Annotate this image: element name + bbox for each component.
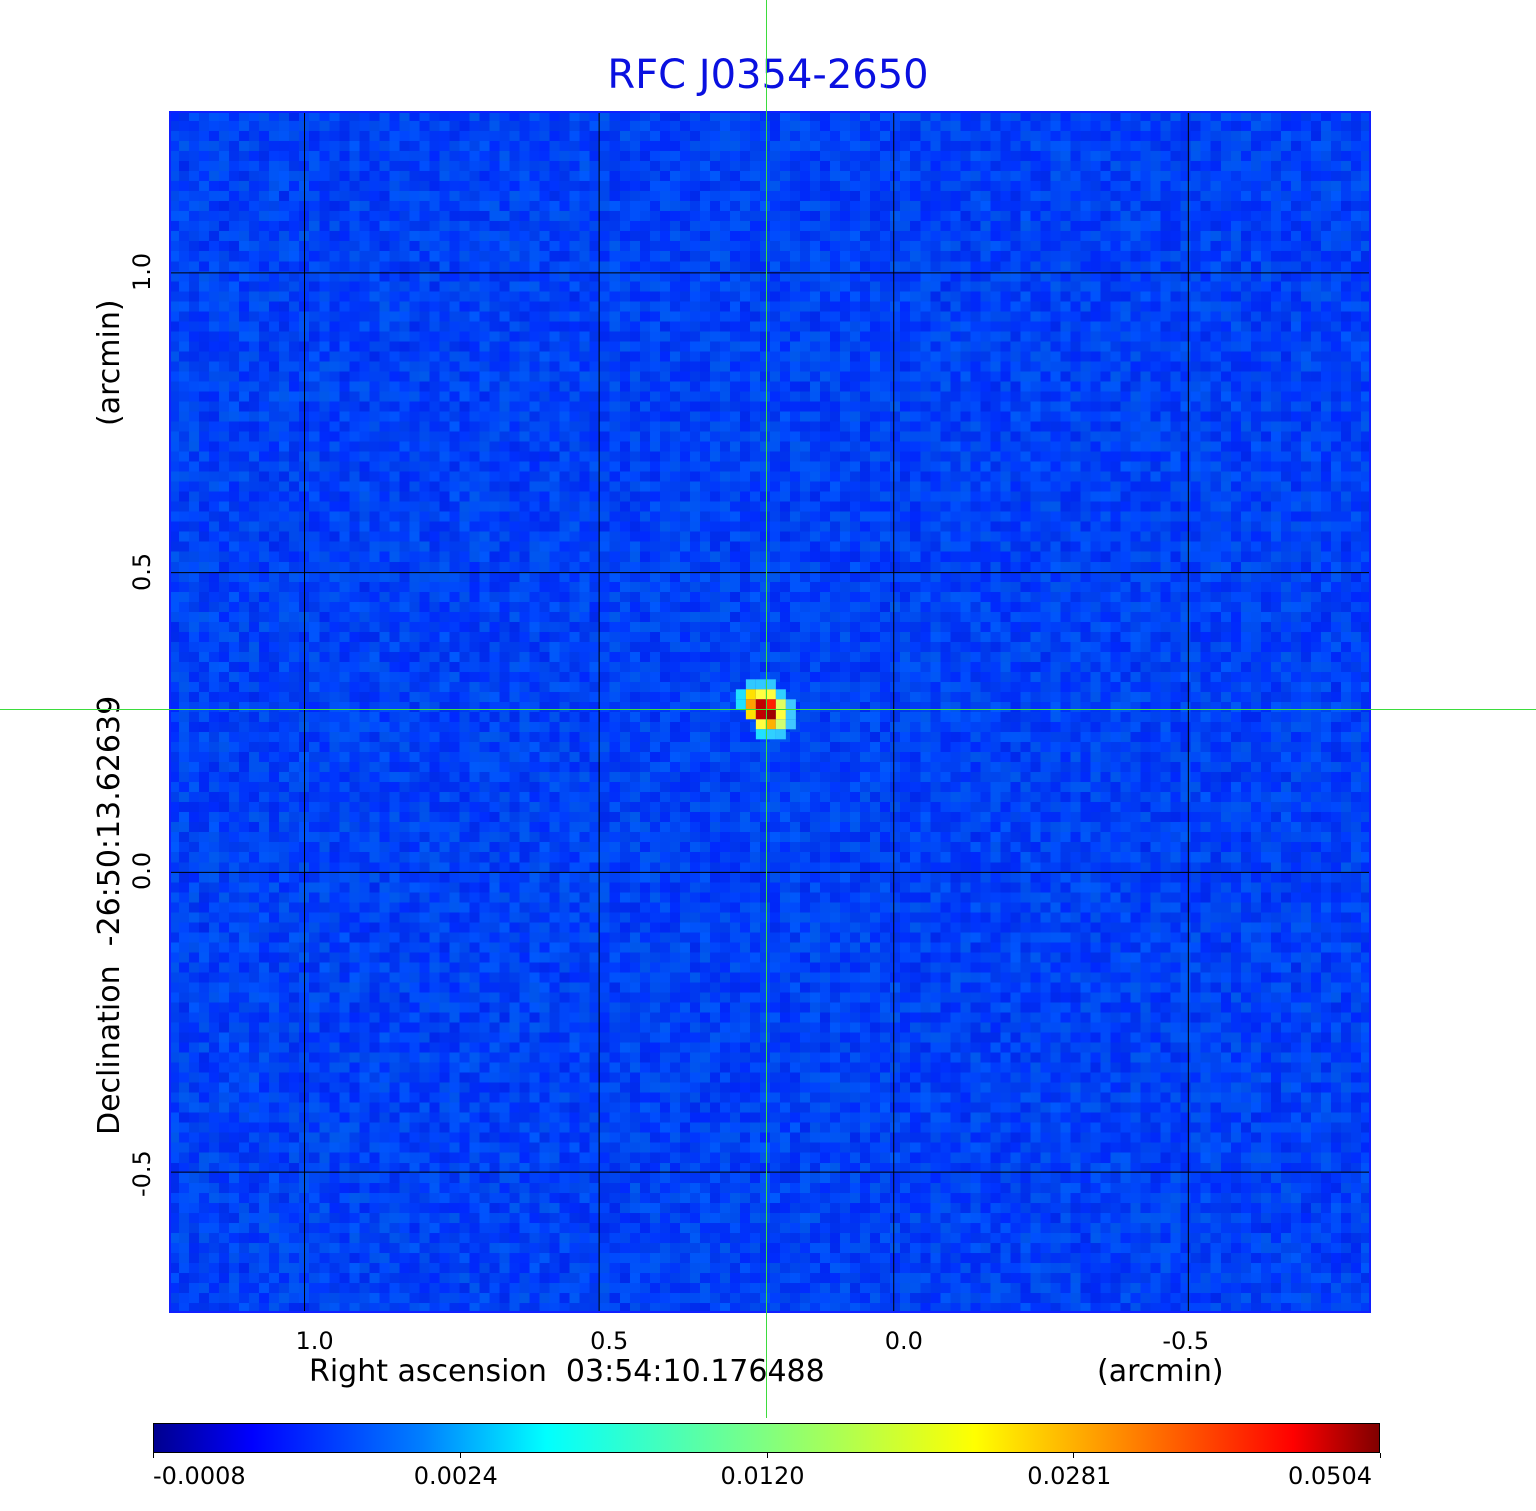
x-tick-label: 0.0 [884, 1327, 923, 1355]
source-pixel [735, 689, 746, 700]
image-plot [169, 111, 1371, 1313]
source-pixel [775, 719, 786, 730]
source-pixel [775, 689, 786, 700]
source-pixel [785, 699, 796, 710]
source-pixel [745, 699, 756, 710]
source-pixel [755, 699, 766, 710]
colorbar-tick-label: 0.0504 [1288, 1462, 1372, 1490]
source-pixel [765, 709, 776, 720]
source-pixel [785, 709, 796, 720]
source-pixel [745, 709, 756, 720]
x-tick-label: -0.5 [1162, 1327, 1210, 1355]
source-pixel [745, 679, 756, 690]
source-pixel [785, 719, 796, 730]
source-pixel [745, 689, 756, 700]
source-pixel [765, 679, 776, 690]
y-tick-label: 0.0 [128, 852, 156, 891]
source-pixel [765, 689, 776, 700]
plot-overlay [169, 111, 1371, 1313]
plot-frame [169, 111, 1371, 1313]
colorbar-tick-label: 0.0024 [413, 1462, 498, 1490]
x-tick-label: 0.5 [590, 1327, 629, 1355]
source-pixel [755, 689, 766, 700]
x-axis-label: Right ascension 03:54:10.176488 [309, 1354, 825, 1389]
source-pixel [755, 679, 766, 690]
source-pixel [775, 699, 786, 710]
colorbar-tick-label: -0.0008 [153, 1462, 246, 1490]
source-pixel [755, 729, 766, 740]
colorbar [153, 1423, 1380, 1453]
y-tick-label: -0.5 [128, 1150, 156, 1198]
colorbar-tick-label: 0.0120 [720, 1462, 805, 1490]
colorbar-tick [459, 1453, 461, 1458]
colorbar-tick [153, 1453, 154, 1458]
source-pixel [775, 729, 786, 740]
x-tick-label: 1.0 [295, 1327, 334, 1355]
y-tick-label: 1.0 [128, 252, 156, 291]
colorbar-tick [766, 1453, 768, 1458]
source-pixel [755, 719, 766, 730]
x-axis-unit: (arcmin) [1097, 1354, 1224, 1389]
chart-title: RFC J0354-2650 [607, 52, 929, 98]
y-tick-label: 0.5 [128, 552, 156, 591]
colorbar-tick [1380, 1453, 1381, 1458]
source-pixel [775, 709, 786, 720]
colorbar-tick-label: 0.0281 [1027, 1462, 1112, 1490]
colorbar-tick [1073, 1453, 1075, 1458]
source-pixel [755, 709, 766, 720]
crosshair-horizontal [0, 709, 1536, 710]
source-pixel [765, 719, 776, 730]
y-axis-unit: (arcmin) [92, 299, 127, 426]
source-pixel [765, 699, 776, 710]
source-pixel [735, 699, 746, 710]
y-axis-label: Declination -26:50:13.62639 [92, 695, 127, 1135]
source-pixel [765, 729, 776, 740]
